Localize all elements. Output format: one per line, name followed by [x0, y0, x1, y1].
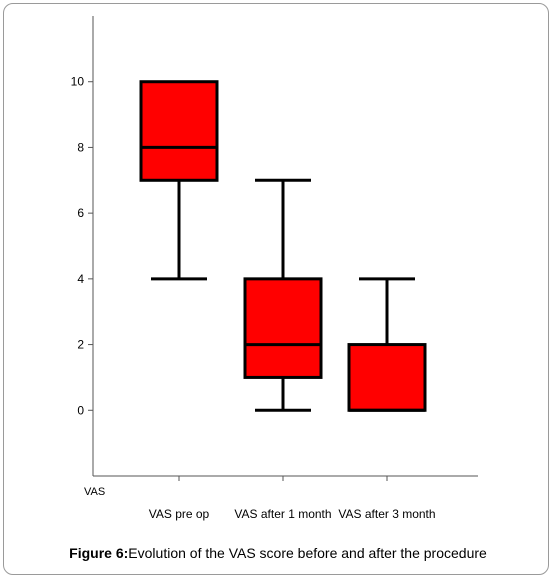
caption-text: Evolution of the VAS score before and af… [128, 545, 487, 561]
y-tick-label: 0 [77, 403, 84, 417]
x-tick-label: VAS pre op [149, 507, 210, 521]
y-tick-label: 8 [77, 140, 84, 154]
y-tick-label: 4 [77, 272, 84, 286]
box-iqr [243, 277, 323, 379]
y-tick-label: 6 [77, 206, 84, 220]
x-tick-label: VAS after 3 month [338, 507, 435, 521]
figure-caption: Figure 6:Evolution of the VAS score befo… [0, 545, 556, 561]
y-axis-label: VAS [84, 486, 105, 498]
x-tick-label: VAS after 1 month [234, 507, 331, 521]
caption-label: Figure 6: [69, 545, 129, 561]
box-iqr [139, 80, 219, 182]
y-tick-label: 2 [77, 338, 84, 352]
box-iqr [347, 343, 427, 412]
y-tick-label: 10 [71, 75, 85, 89]
box-plot-chart: 0 2 4 6 8 10 VAS VAS pre op VAS after 1 month VAS… [71, 16, 478, 521]
